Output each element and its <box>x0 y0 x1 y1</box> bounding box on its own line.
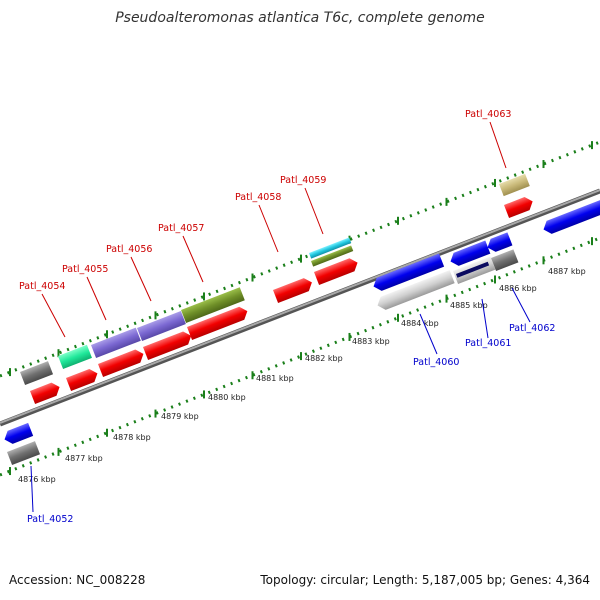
gene-reverse-blue[interactable] <box>448 240 491 269</box>
upper-tick-track <box>0 140 600 378</box>
gene-reverse-blue[interactable] <box>371 253 445 293</box>
gene-forward-red[interactable] <box>187 305 250 341</box>
gene-reverse-blue[interactable] <box>2 422 34 446</box>
gene-forward-olive[interactable] <box>311 245 354 267</box>
major-ticks <box>9 141 593 476</box>
forward-genes <box>20 173 535 405</box>
gene-label-patl-4061[interactable]: Patl_4061 <box>465 338 511 349</box>
kbp-label: 4883 kbp <box>352 337 390 346</box>
gene-reverse-blue[interactable] <box>485 232 513 254</box>
gene-reverse-blue[interactable] <box>541 199 600 236</box>
gene-label-patl-4058[interactable]: Patl_4058 <box>235 192 281 203</box>
gene-forward-red[interactable] <box>30 381 62 405</box>
gene-patl-4060[interactable] <box>375 270 455 312</box>
gene-forward-red[interactable] <box>98 347 146 378</box>
lower-tick-track <box>0 236 600 477</box>
gene-label-patl-4059[interactable]: Patl_4059 <box>280 175 326 186</box>
gene-patl-4055[interactable] <box>91 327 141 359</box>
gene-label-patl-4062[interactable]: Patl_4062 <box>509 323 555 334</box>
gene-patl-4062[interactable] <box>491 249 519 272</box>
kbp-label: 4887 kbp <box>548 267 586 276</box>
gene-patl-4054[interactable] <box>58 344 92 370</box>
gene-label-patl-4057[interactable]: Patl_4057 <box>158 223 204 234</box>
gene-forward-gray[interactable] <box>20 361 54 386</box>
gene-patl-4058[interactable] <box>273 276 314 304</box>
kbp-label: 4886 kbp <box>499 284 537 293</box>
gene-label-patl-4052[interactable]: Patl_4052 <box>27 514 73 525</box>
gene-label-patl-4060[interactable]: Patl_4060 <box>413 357 459 368</box>
gene-forward-red[interactable] <box>66 367 100 392</box>
genome-title: Pseudoalteromonas atlantica T6c, complet… <box>115 10 485 26</box>
genome-backbone <box>0 188 600 427</box>
kbp-label: 4879 kbp <box>161 412 199 421</box>
genome-summary: Topology: circular; Length: 5,187,005 bp… <box>260 573 590 587</box>
gene-labels: Patl_4054 Patl_4055 Patl_4056 Patl_4057 … <box>19 109 555 525</box>
kbp-label: 4880 kbp <box>208 393 246 402</box>
label-leader-lines <box>30 121 531 513</box>
kbp-scale: 4876 kbp 4877 kbp 4878 kbp 4879 kbp 4880… <box>18 267 586 484</box>
gene-forward-red[interactable] <box>143 329 194 361</box>
kbp-label: 4876 kbp <box>18 475 56 484</box>
gene-patl-4057[interactable] <box>181 287 245 324</box>
accession-label: Accession: NC_008228 <box>9 573 146 587</box>
gene-patl-4063[interactable] <box>499 173 530 197</box>
kbp-label: 4882 kbp <box>305 354 343 363</box>
gene-forward-red[interactable] <box>504 195 535 219</box>
kbp-label: 4885 kbp <box>450 301 488 310</box>
gene-patl-4061-inner <box>456 261 490 278</box>
kbp-label: 4881 kbp <box>256 374 294 383</box>
kbp-label: 4877 kbp <box>65 454 103 463</box>
gene-label-patl-4054[interactable]: Patl_4054 <box>19 281 65 292</box>
gene-forward-red[interactable] <box>314 256 360 286</box>
reverse-genes <box>2 199 600 466</box>
gene-label-patl-4055[interactable]: Patl_4055 <box>62 264 108 275</box>
gene-label-patl-4056[interactable]: Patl_4056 <box>106 244 152 255</box>
gene-patl-4056[interactable] <box>137 311 186 342</box>
kbp-label: 4878 kbp <box>113 433 151 442</box>
kbp-label: 4884 kbp <box>401 319 439 328</box>
gene-patl-4052[interactable] <box>7 441 41 466</box>
gene-patl-4059[interactable] <box>309 237 352 259</box>
gene-label-patl-4063[interactable]: Patl_4063 <box>465 109 511 120</box>
